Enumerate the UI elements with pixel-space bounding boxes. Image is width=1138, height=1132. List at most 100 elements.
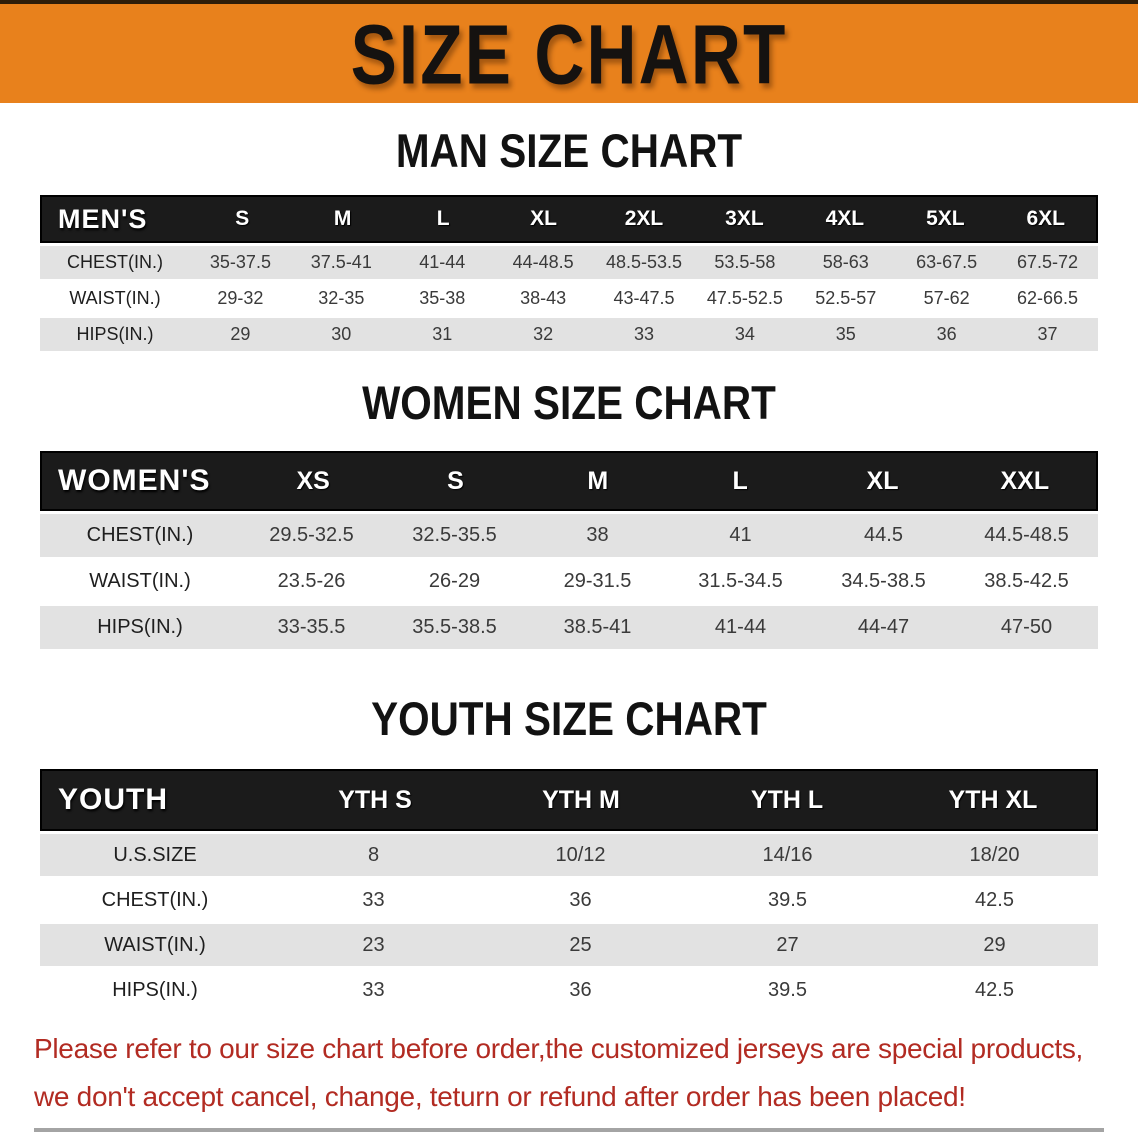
table-row: CHEST(IN.) 29.5-32.5 32.5-35.5 38 41 44.5 44.5… bbox=[40, 514, 1098, 557]
row-label: CHEST(IN.) bbox=[86, 524, 194, 546]
youth-size-chart-heading: YOUTH SIZE CHART bbox=[371, 693, 767, 746]
table-row: HIPS(IN.) 33 36 39.5 42.5 bbox=[40, 969, 1098, 1011]
table-row: WAIST(IN.) 23.5-26 26-29 29-31.5 31.5-34.5 34… bbox=[40, 560, 1098, 603]
banner: SIZE CHART bbox=[0, 0, 1138, 103]
size-value: 27 bbox=[776, 933, 799, 956]
table-group-label: WOMEN'S bbox=[58, 464, 211, 497]
warning-line-1: Please refer to our size chart before or… bbox=[34, 1033, 1084, 1064]
size-column-header: YTH M bbox=[542, 785, 620, 814]
row-label: CHEST(IN.) bbox=[67, 252, 163, 272]
womens-size-table: WOMEN'S XS S M L XL XXL CHEST(IN.) 29.5-32.5 32.5… bbox=[40, 451, 1098, 649]
table-row: CHEST(IN.) 35-37.5 37.5-41 41-44 44-48.5 48.5… bbox=[40, 246, 1098, 279]
size-value: 44-47 bbox=[857, 616, 910, 638]
size-value: 53.5-58 bbox=[714, 252, 776, 272]
size-value: 47.5-52.5 bbox=[706, 288, 783, 308]
mens-size-table: MEN'S S M L XL 2XL 3XL 4XL 5XL 6XL CHEST(IN.) 35-37… bbox=[40, 195, 1098, 351]
size-value: 39.5 bbox=[768, 888, 807, 911]
size-value: 32.5-35.5 bbox=[412, 524, 497, 546]
size-column-header: 2XL bbox=[624, 207, 664, 230]
table-header-band: MEN'S S M L XL 2XL 3XL 4XL 5XL 6XL bbox=[40, 195, 1098, 243]
row-label: WAIST(IN.) bbox=[89, 570, 191, 592]
size-column-header: 5XL bbox=[926, 207, 965, 230]
size-column-header: S bbox=[447, 466, 464, 495]
youth-size-table: YOUTH YTH S YTH M YTH L YTH XL U.S.SIZE 8 10/12… bbox=[40, 769, 1098, 1011]
size-value: 30 bbox=[331, 324, 352, 344]
size-value: 29-32 bbox=[217, 288, 264, 308]
size-column-header: XL bbox=[530, 207, 557, 230]
table-header-band: YOUTH YTH S YTH M YTH L YTH XL bbox=[40, 769, 1098, 831]
size-value: 36 bbox=[936, 324, 957, 344]
size-value: 32-35 bbox=[318, 288, 365, 308]
size-value: 36 bbox=[569, 978, 592, 1001]
table-row: WAIST(IN.) 29-32 32-35 35-38 38-43 43-47.5 47.… bbox=[40, 282, 1098, 315]
size-column-header: 4XL bbox=[825, 207, 865, 230]
size-value: 35.5-38.5 bbox=[412, 616, 497, 638]
row-label: U.S.SIZE bbox=[113, 843, 197, 866]
row-label: HIPS(IN.) bbox=[97, 616, 183, 638]
size-value: 37 bbox=[1037, 324, 1058, 344]
table-row: HIPS(IN.) 33-35.5 35.5-38.5 38.5-41 41-44 44-… bbox=[40, 606, 1098, 649]
size-value: 31.5-34.5 bbox=[698, 570, 783, 592]
size-value: 38.5-42.5 bbox=[984, 570, 1069, 592]
size-value: 33 bbox=[362, 978, 385, 1001]
size-column-header: 3XL bbox=[725, 207, 764, 230]
size-value: 63-67.5 bbox=[916, 252, 978, 272]
table-row: CHEST(IN.) 33 36 39.5 42.5 bbox=[40, 879, 1098, 921]
row-label: WAIST(IN.) bbox=[104, 933, 206, 956]
size-column-header: M bbox=[587, 466, 609, 495]
size-value: 43-47.5 bbox=[613, 288, 675, 308]
size-value: 29 bbox=[230, 324, 251, 344]
size-value: 33 bbox=[362, 888, 385, 911]
size-column-header: YTH L bbox=[750, 785, 824, 814]
row-label: WAIST(IN.) bbox=[69, 288, 161, 308]
size-value: 41 bbox=[729, 524, 752, 546]
size-value: 58-63 bbox=[822, 252, 869, 272]
size-column-header: XL bbox=[866, 466, 899, 495]
size-value: 48.5-53.5 bbox=[605, 252, 683, 272]
size-column-header: S bbox=[235, 207, 250, 230]
size-value: 38-43 bbox=[520, 288, 567, 308]
size-value: 29 bbox=[983, 933, 1006, 956]
size-value: 57-62 bbox=[923, 288, 970, 308]
size-value: 23.5-26 bbox=[277, 570, 346, 592]
size-column-header: L bbox=[436, 207, 450, 230]
size-column-header: YTH XL bbox=[948, 785, 1038, 814]
size-value: 31 bbox=[432, 324, 453, 344]
size-value: 23 bbox=[362, 933, 385, 956]
size-value: 38 bbox=[586, 524, 609, 546]
size-column-header: YTH S bbox=[338, 785, 412, 814]
size-value: 37.5-41 bbox=[310, 252, 372, 272]
size-value: 32 bbox=[533, 324, 554, 344]
banner-title: SIZE CHART bbox=[350, 6, 788, 101]
size-column-header: XS bbox=[296, 466, 330, 495]
size-value: 35-38 bbox=[419, 288, 466, 308]
size-value: 44.5-48.5 bbox=[984, 524, 1069, 546]
table-header-band: WOMEN'S XS S M L XL XXL bbox=[40, 451, 1098, 511]
size-value: 10/12 bbox=[555, 843, 606, 866]
warning-note: Please refer to our size chart before or… bbox=[34, 1025, 1138, 1121]
size-value: 42.5 bbox=[975, 978, 1014, 1001]
size-value: 14/16 bbox=[762, 843, 813, 866]
size-column-header: 6XL bbox=[1026, 207, 1066, 230]
table-group-label: MEN'S bbox=[58, 203, 148, 234]
size-value: 36 bbox=[569, 888, 592, 911]
row-label: CHEST(IN.) bbox=[101, 888, 209, 911]
row-label: HIPS(IN.) bbox=[112, 978, 198, 1001]
table-row: HIPS(IN.) 29 30 31 32 33 34 35 36 37 bbox=[40, 318, 1098, 351]
table-row: U.S.SIZE 8 10/12 14/16 18/20 bbox=[40, 834, 1098, 876]
size-value: 25 bbox=[569, 933, 592, 956]
size-value: 34 bbox=[734, 324, 755, 344]
size-column-header: L bbox=[732, 466, 748, 495]
table-row: WAIST(IN.) 23 25 27 29 bbox=[40, 924, 1098, 966]
size-value: 18/20 bbox=[969, 843, 1020, 866]
size-value: 47-50 bbox=[1000, 616, 1053, 638]
size-value: 62-66.5 bbox=[1017, 288, 1079, 308]
size-value: 29.5-32.5 bbox=[269, 524, 354, 546]
size-value: 41-44 bbox=[419, 252, 466, 272]
size-value: 33 bbox=[633, 324, 654, 344]
table-group-label: YOUTH bbox=[58, 783, 168, 816]
man-size-chart-heading: MAN SIZE CHART bbox=[395, 125, 743, 178]
size-column-header: XXL bbox=[1000, 466, 1050, 495]
size-value: 67.5-72 bbox=[1017, 252, 1079, 272]
